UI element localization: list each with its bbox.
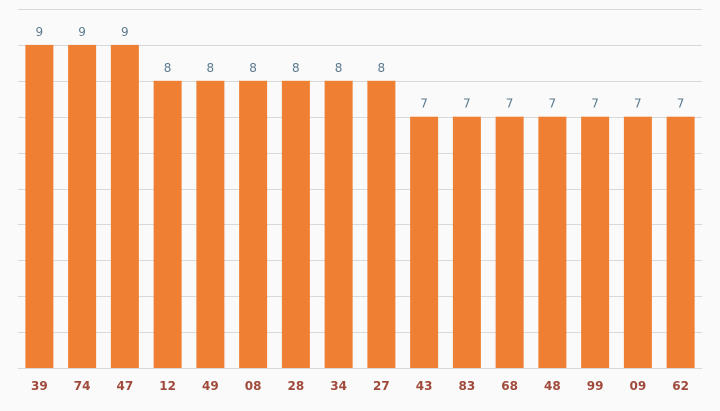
category-label: 47: [117, 379, 134, 393]
category-label: 48: [544, 379, 561, 393]
bar: [324, 80, 353, 369]
category-label: 27: [373, 379, 390, 393]
category-label: 83: [459, 379, 476, 393]
value-label: 8: [207, 61, 215, 75]
value-label: 7: [677, 97, 685, 111]
category-labels: 39 74 47 12 49 08 28 34 27 43 83 68 48 99 09 62: [31, 379, 689, 393]
category-label: 68: [501, 379, 518, 393]
bar: [196, 80, 225, 369]
bars: [25, 44, 695, 369]
category-label: 99: [587, 379, 604, 393]
bar: [452, 116, 481, 368]
category-label: 74: [74, 379, 91, 393]
value-labels: 9 9 9 8 8 8 8 8 8 7 7 7 7 7 7 7: [36, 25, 685, 111]
category-label: 49: [202, 379, 219, 393]
bar: [410, 116, 439, 368]
value-label: 9: [36, 25, 44, 39]
category-label: 62: [672, 379, 689, 393]
bar: [281, 80, 310, 369]
value-label: 9: [121, 25, 129, 39]
bar: [623, 116, 652, 368]
bar: [666, 116, 695, 368]
bar: [239, 80, 268, 369]
value-label: 8: [292, 61, 300, 75]
category-label: 39: [31, 379, 48, 393]
category-label: 08: [245, 379, 262, 393]
value-label: 8: [378, 61, 386, 75]
bar: [110, 44, 139, 369]
category-label: 34: [330, 379, 347, 393]
value-label: 7: [549, 97, 557, 111]
bar: [25, 44, 54, 369]
bar: [68, 44, 97, 369]
value-label: 9: [78, 25, 86, 39]
bar: [153, 80, 182, 369]
value-label: 7: [463, 97, 471, 111]
bar: [581, 116, 610, 368]
category-label: 09: [630, 379, 647, 393]
bar: [538, 116, 567, 368]
value-label: 8: [249, 61, 257, 75]
value-label: 8: [164, 61, 172, 75]
category-label: 12: [159, 379, 176, 393]
value-label: 8: [335, 61, 343, 75]
category-label: 43: [416, 379, 433, 393]
category-label: 28: [288, 379, 305, 393]
bar: [495, 116, 524, 368]
value-label: 7: [420, 97, 428, 111]
bar: [367, 80, 396, 369]
value-label: 7: [506, 97, 514, 111]
value-label: 7: [634, 97, 642, 111]
value-label: 7: [591, 97, 599, 111]
